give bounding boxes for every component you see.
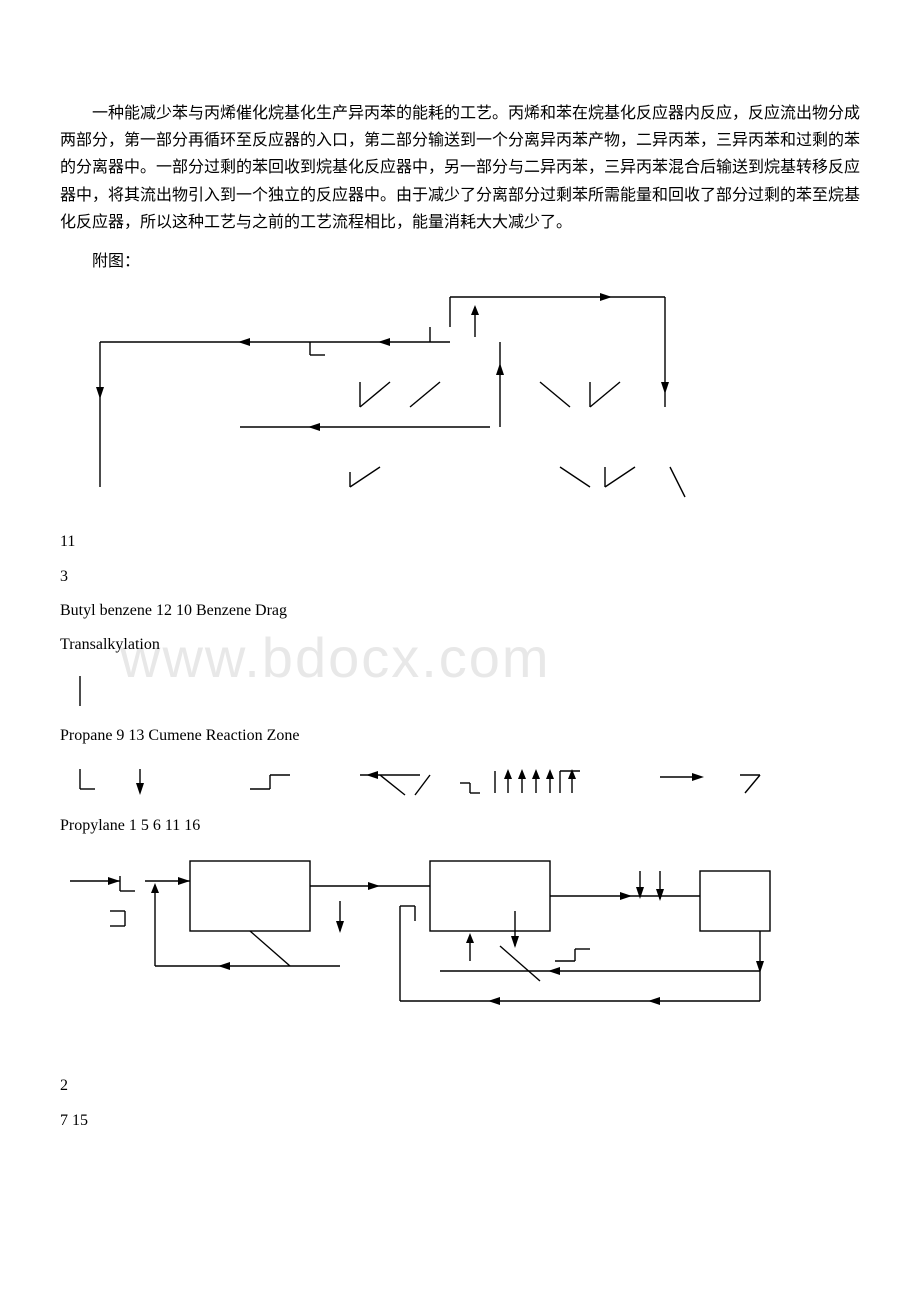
label-2: 2 [60,1071,860,1101]
label-transalkylation: Transalkylation [60,630,860,660]
label-715: 7 15 [60,1106,860,1136]
label-propane: Propane 9 13 Cumene Reaction Zone [60,721,860,751]
label-11: 11 [60,527,860,557]
diagram-2 [60,761,860,801]
main-paragraph: 一种能减少苯与丙烯催化烷基化生产异丙苯的能耗的工艺。丙烯和苯在烷基化反应器内反应… [60,100,860,236]
diagram-1 [60,287,860,517]
attachment-label: 附图： [60,248,860,275]
diagram-3 [60,851,860,1061]
label-butyl: Butyl benzene 12 10 Benzene Drag [60,596,860,626]
label-3: 3 [60,562,860,592]
label-propylane: Propylane 1 5 6 11 16 [60,811,860,841]
diagram-vbar [60,671,860,711]
